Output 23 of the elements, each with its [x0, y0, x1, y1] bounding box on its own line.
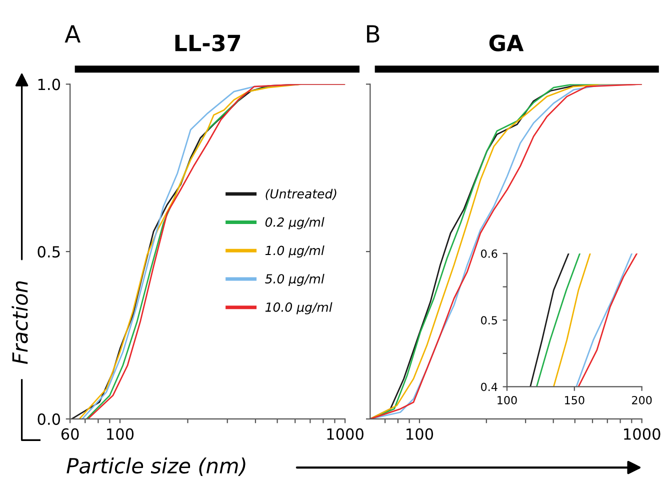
- y-tick-label: 0.5: [38, 246, 60, 258]
- x-tick-label: 1000: [327, 428, 364, 440]
- x-tick-label: 1000: [624, 428, 660, 440]
- line-series: [552, 253, 591, 387]
- text: B: [367, 25, 380, 42]
- y-tick-label: 1.0: [38, 78, 60, 90]
- y-axis-title: Fraction: [12, 281, 28, 364]
- x-tick-label: 60: [61, 428, 79, 440]
- x-tick-label: 200: [632, 396, 652, 404]
- chart-title: GA: [489, 34, 524, 52]
- x-axis-title: Particle size (nm): [66, 457, 246, 476]
- x-tick-label: 100: [498, 396, 517, 404]
- x-tick-label: 150: [565, 396, 584, 404]
- y-tick-label: 0.6: [481, 249, 498, 258]
- text: A: [64, 25, 81, 42]
- x-tick-label: 100: [406, 428, 434, 440]
- chart-title: LL-37: [175, 34, 240, 52]
- y-tick-label: 0.0: [38, 413, 60, 425]
- y-tick-label: 0.4: [481, 382, 498, 392]
- y-tick-label: 0.5: [481, 316, 497, 324]
- line-series: [530, 253, 570, 387]
- line-series: [536, 253, 580, 387]
- x-tick-label: 100: [107, 428, 134, 440]
